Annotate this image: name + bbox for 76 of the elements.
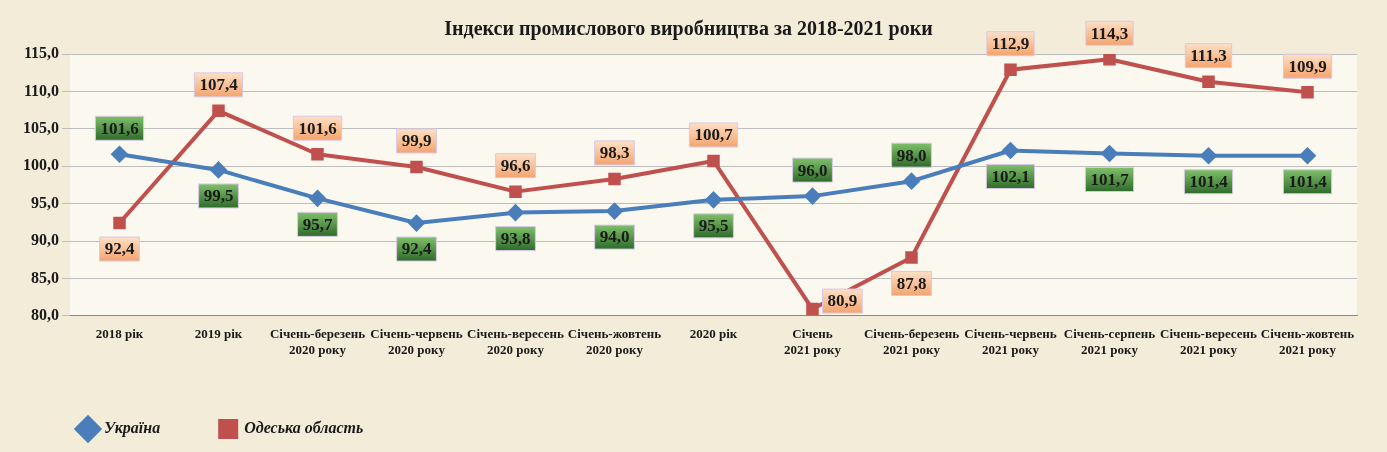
chart-title: Індекси промислового виробництва за 2018-2021 роки <box>444 17 933 41</box>
data-label: 87,8 <box>896 273 927 293</box>
data-label: 101,6 <box>100 118 139 138</box>
point <box>1200 147 1217 164</box>
data-label: 102,1 <box>991 166 1030 186</box>
data-label: 99,5 <box>203 186 234 206</box>
data-label: 92,4 <box>104 239 135 259</box>
point <box>806 302 819 316</box>
point <box>707 154 720 168</box>
point <box>1103 54 1116 66</box>
point <box>111 146 128 163</box>
y-tick-label: 110,0 <box>23 81 59 99</box>
point <box>705 191 722 208</box>
x-tick-label: Січень-березень 2020 року <box>269 325 366 357</box>
y-tick-label: 80,0 <box>31 305 59 323</box>
x-tick-label: 2018 рік <box>95 325 144 341</box>
y-tick-label: 100,0 <box>23 156 59 174</box>
data-label: 109,9 <box>1288 56 1327 76</box>
point <box>509 185 522 198</box>
y-tick-label: 85,0 <box>31 268 59 286</box>
data-label: 95,5 <box>698 216 729 236</box>
point <box>311 147 324 161</box>
point <box>804 188 821 205</box>
y-tick-label: 115,0 <box>23 44 59 62</box>
x-tick-label: Січень-вересень 2020 року <box>467 325 565 357</box>
point <box>410 160 423 174</box>
x-tick-label: Січень 2021 року <box>784 325 842 357</box>
data-label: 98,3 <box>599 143 630 163</box>
point <box>408 215 425 232</box>
point <box>606 203 623 220</box>
x-tick-label: Січень-серпень 2021 року <box>1063 325 1156 357</box>
data-label: 94,0 <box>599 227 630 247</box>
data-label: 93,8 <box>500 228 531 248</box>
point <box>1002 142 1019 159</box>
point <box>1101 145 1118 162</box>
point <box>1004 63 1017 76</box>
x-tick-label: Січень-вересень 2021 року <box>1160 325 1258 357</box>
data-label: 98,0 <box>896 145 927 165</box>
data-label: 111,3 <box>1190 46 1227 66</box>
legend-label: Одеська область <box>244 419 364 437</box>
data-label: 80,9 <box>827 291 858 311</box>
data-label: 101,4 <box>1189 172 1229 192</box>
x-tick-label: 2019 рік <box>194 325 243 341</box>
x-tick-label: Січень-жовтень 2020 року <box>567 325 662 357</box>
data-label: 99,9 <box>401 131 432 151</box>
point <box>212 104 225 118</box>
data-label: 101,4 <box>1288 172 1328 192</box>
legend-label: Україна <box>104 419 161 438</box>
data-label: 92,4 <box>401 239 432 259</box>
point <box>903 173 920 190</box>
data-label: 101,6 <box>298 118 337 138</box>
point <box>608 172 621 186</box>
point <box>1299 147 1316 164</box>
data-label: 95,7 <box>302 214 333 234</box>
y-tick-label: 105,0 <box>23 118 59 136</box>
data-label: 101,7 <box>1090 169 1130 189</box>
x-tick-label: Січень-червень 2021 року <box>964 325 1057 357</box>
data-label: 107,4 <box>199 75 239 95</box>
x-tick-label: Січень-червень 2020 року <box>370 325 463 357</box>
point <box>309 190 326 207</box>
point <box>113 216 126 230</box>
point <box>905 251 918 264</box>
point <box>507 204 524 221</box>
data-label: 114,3 <box>1090 23 1129 43</box>
data-label: 100,7 <box>694 125 734 145</box>
data-label: 96,6 <box>500 156 531 176</box>
x-tick-label: Січень-березень 2021 року <box>863 325 960 357</box>
point <box>1301 85 1314 99</box>
point <box>210 161 227 178</box>
data-label: 112,9 <box>991 34 1030 54</box>
y-tick-label: 90,0 <box>31 231 59 249</box>
data-label: 96,0 <box>797 160 828 180</box>
y-tick-label: 95,0 <box>31 193 59 211</box>
point <box>1202 75 1215 88</box>
x-tick-label: Січень-жовтень 2021 року <box>1260 325 1355 357</box>
x-tick-label: 2020 рік <box>689 325 738 341</box>
